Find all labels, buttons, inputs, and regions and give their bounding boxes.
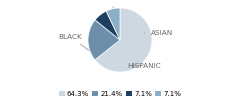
Wedge shape — [95, 11, 120, 40]
Wedge shape — [106, 8, 120, 40]
Legend: 64.3%, 21.4%, 7.1%, 7.1%: 64.3%, 21.4%, 7.1%, 7.1% — [58, 90, 182, 98]
Text: BLACK: BLACK — [59, 34, 89, 50]
Wedge shape — [88, 20, 120, 60]
Text: ASIAN: ASIAN — [144, 30, 173, 36]
Wedge shape — [95, 8, 152, 72]
Text: WHITE: WHITE — [104, 0, 128, 8]
Text: HISPANIC: HISPANIC — [127, 63, 161, 69]
